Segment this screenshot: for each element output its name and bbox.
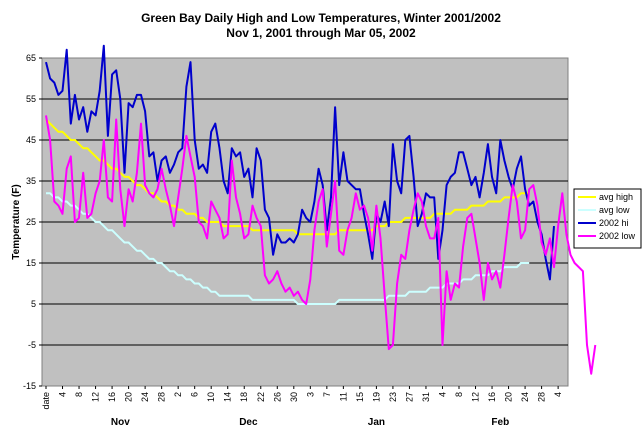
x-tick-label: 11	[338, 392, 348, 401]
legend-label: 2002 low	[599, 231, 636, 241]
y-tick-label: -15	[23, 381, 36, 391]
chart-subtitle: Nov 1, 2001 through Mar 05, 2002	[226, 26, 416, 40]
x-tick-label: 28	[157, 392, 167, 402]
x-tick-label: 2	[173, 392, 183, 397]
month-label: Jan	[368, 417, 385, 428]
x-tick-label: 20	[504, 392, 514, 402]
x-tick-label: 26	[272, 392, 282, 402]
x-tick-label: 4	[58, 392, 68, 397]
x-tick-label: 18	[239, 392, 249, 402]
x-tick-label: 16	[487, 392, 497, 402]
y-tick-label: 5	[31, 299, 36, 309]
x-tick-label: 4	[553, 392, 563, 397]
month-label: Dec	[239, 417, 258, 428]
y-axis-ticks: -15 -5 5 15 25 35 45 55 65	[23, 53, 42, 391]
series-lines	[45, 44, 597, 375]
x-tick-label: 8	[454, 392, 464, 397]
x-tick-label: 19	[371, 392, 381, 402]
x-tick-label: 22	[256, 392, 266, 402]
x-tick-label: 31	[421, 392, 431, 402]
x-tick-label: 27	[404, 392, 414, 402]
y-tick-label: 55	[26, 94, 36, 104]
legend-label: avg high	[599, 192, 633, 202]
x-tick-label: 4	[437, 392, 447, 397]
y-tick-label: 35	[26, 176, 36, 186]
month-labels: Nov Dec Jan Feb	[111, 417, 509, 428]
legend-label: 2002 hi	[599, 218, 629, 228]
y-tick-label: 25	[26, 217, 36, 227]
month-label: Feb	[491, 417, 509, 428]
x-tick-label: 12	[91, 392, 101, 402]
x-tick-label: 15	[355, 392, 365, 402]
x-tick-label: 16	[107, 392, 117, 402]
y-tick-label: 45	[26, 135, 36, 145]
x-tick-label: 14	[223, 392, 233, 402]
series-line-2002-hi	[45, 44, 555, 281]
x-tick-label: 28	[537, 392, 547, 402]
x-tick-label: 7	[322, 392, 332, 397]
y-tick-label: 15	[26, 258, 36, 268]
legend-box	[573, 188, 642, 249]
y-tick-label: -5	[28, 340, 36, 350]
x-tick-label: 23	[388, 392, 398, 402]
y-axis-label: Temperature (F)	[11, 184, 22, 259]
x-tick-label: date	[41, 392, 51, 410]
x-tick-label: 24	[520, 392, 530, 402]
x-tick-label: 3	[305, 392, 315, 397]
series-line-2002-low	[45, 115, 597, 375]
x-tick-label: 30	[289, 392, 299, 402]
x-tick-label: 10	[206, 392, 216, 402]
x-tick-label: 20	[124, 392, 134, 402]
chart-title: Green Bay Daily High and Low Temperature…	[141, 11, 501, 25]
series-line-avg-high	[45, 118, 530, 236]
x-axis-ticks: date 4 8 12 16 20 24 28 2 6 10 14 18 22 26 30 3 7 11 15 19 23…	[41, 386, 563, 410]
x-tick-label: 12	[471, 392, 481, 402]
legend-label: avg low	[599, 205, 630, 215]
month-label: Nov	[111, 417, 130, 428]
gridlines	[42, 98, 568, 346]
x-tick-label: 24	[140, 392, 150, 402]
x-tick-label: 6	[190, 392, 200, 397]
y-tick-label: 65	[26, 53, 36, 63]
legend: avg high avg low 2002 hi 2002 low	[573, 188, 642, 249]
x-tick-label: 8	[74, 392, 84, 397]
